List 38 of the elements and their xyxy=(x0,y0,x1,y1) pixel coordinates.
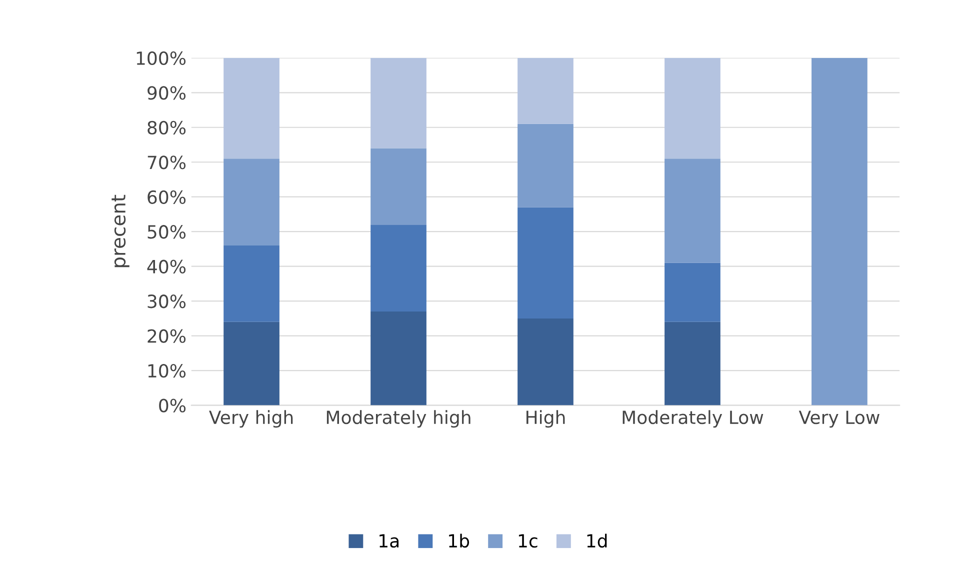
bar xyxy=(518,58,574,124)
bar xyxy=(664,262,720,322)
bar xyxy=(370,148,426,225)
y-tick-label: 80% xyxy=(148,120,186,134)
y-tick-label: 50% xyxy=(148,225,186,239)
bar xyxy=(518,207,574,318)
y-tick-label: 40% xyxy=(147,260,186,274)
y-tick-label: 60% xyxy=(148,190,186,204)
bar xyxy=(518,318,574,406)
bar xyxy=(812,58,868,406)
legend-label: 1d xyxy=(587,534,607,548)
legend-label: 1a xyxy=(380,534,399,548)
y-tick-label: 10% xyxy=(148,364,186,378)
y-tick-label: 70% xyxy=(148,156,186,170)
x-tick-label: High xyxy=(526,410,565,428)
bar xyxy=(664,322,720,406)
bar xyxy=(224,322,280,406)
x-tick-label: Moderately Low xyxy=(622,410,764,428)
y-tick-label: 30% xyxy=(148,294,186,308)
bar xyxy=(664,58,720,159)
bar xyxy=(224,58,280,159)
y-tick-label: 90% xyxy=(148,86,186,100)
bar xyxy=(224,245,280,322)
bar xyxy=(664,158,720,263)
bar xyxy=(370,58,426,148)
y-tick-label: 0% xyxy=(159,398,186,412)
bar xyxy=(370,312,426,406)
y-tick-label: 20% xyxy=(148,329,186,343)
bar xyxy=(518,124,574,208)
x-tick-label: Moderately high xyxy=(326,410,470,428)
x-tick-label: Very high xyxy=(209,410,293,428)
x-tick-label: Very Low xyxy=(798,410,880,428)
y-tick-label: 100% xyxy=(136,51,186,66)
bar xyxy=(224,158,280,246)
legend-label: 1b xyxy=(449,534,470,548)
legend-label: 1c xyxy=(518,534,538,548)
bar xyxy=(370,224,426,312)
y-axis-title: precent xyxy=(112,194,130,268)
